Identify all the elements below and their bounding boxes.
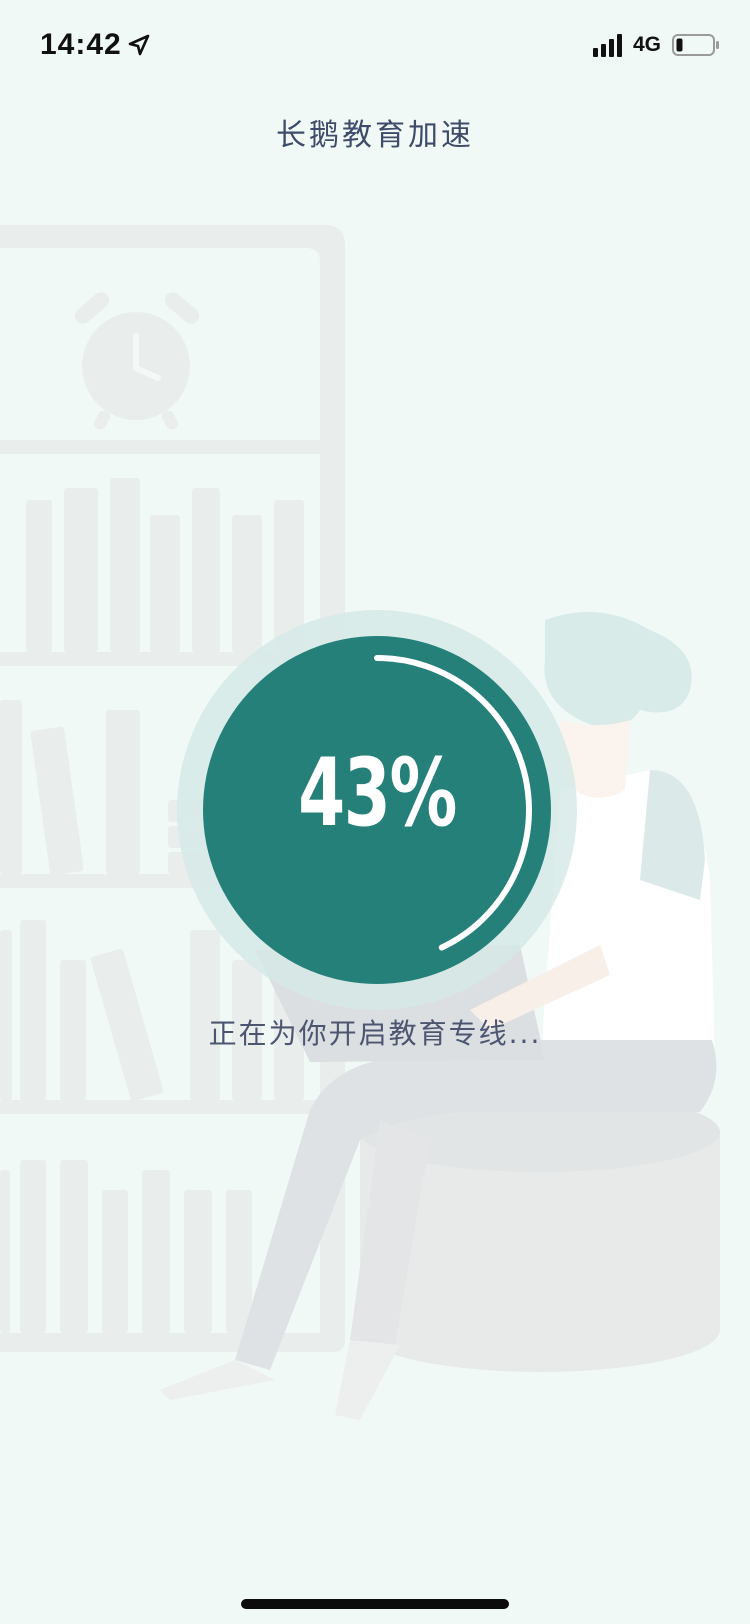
progress-percent: 43% xyxy=(298,739,457,848)
status-text: 正在为你开启教育专线... xyxy=(208,1017,542,1050)
status-bar: 14:42 4G xyxy=(0,0,750,92)
location-arrow-icon xyxy=(128,34,150,56)
home-indicator[interactable] xyxy=(241,1599,509,1609)
signal-bars-icon xyxy=(593,34,622,57)
progress-ring xyxy=(177,610,577,1010)
progress-disc xyxy=(203,636,551,984)
page-title: 长鹅教育加速 xyxy=(276,118,474,153)
status-time: 14:42 xyxy=(40,28,122,61)
network-type: 4G xyxy=(633,33,662,56)
progress-arc xyxy=(374,655,532,951)
battery-icon xyxy=(672,34,719,56)
alarm-clock-illustration xyxy=(74,292,200,430)
